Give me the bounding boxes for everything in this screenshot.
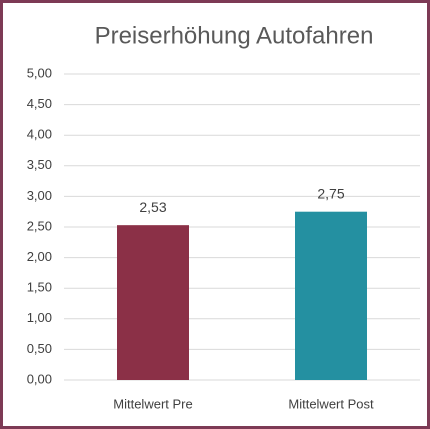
y-tick-label: 3,50 bbox=[27, 157, 52, 172]
x-tick-label: Mittelwert Pre bbox=[113, 396, 192, 411]
y-tick-label: 4,00 bbox=[27, 127, 52, 142]
value-label: 2,75 bbox=[317, 185, 344, 201]
y-tick-label: 2,50 bbox=[27, 218, 52, 233]
value-label: 2,53 bbox=[139, 199, 166, 215]
y-tick-label: 1,00 bbox=[27, 310, 52, 325]
y-tick-label: 5,00 bbox=[27, 65, 52, 80]
chart-title: Preiserhöhung Autofahren bbox=[95, 22, 374, 49]
y-tick-label: 3,00 bbox=[27, 188, 52, 203]
y-tick-label: 0,00 bbox=[27, 371, 52, 386]
x-tick-label: Mittelwert Post bbox=[288, 396, 374, 411]
y-tick-label: 4,50 bbox=[27, 96, 52, 111]
y-tick-label: 2,00 bbox=[27, 249, 52, 264]
y-tick-label: 1,50 bbox=[27, 280, 52, 295]
bar bbox=[117, 225, 189, 380]
y-tick-label: 0,50 bbox=[27, 341, 52, 356]
bar bbox=[295, 211, 367, 380]
